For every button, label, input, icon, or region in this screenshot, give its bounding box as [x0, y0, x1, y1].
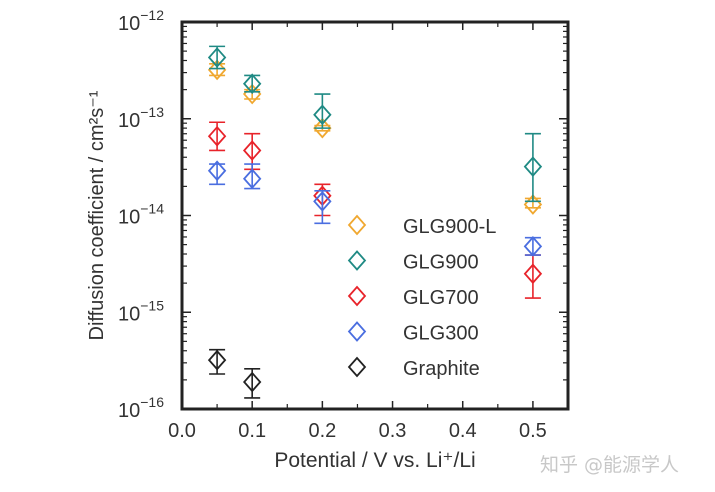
data-point-graphite [207, 349, 227, 371]
x-tick-label: 0.2 [308, 420, 336, 442]
data-point-glg900 [313, 104, 332, 126]
legend-label: GLG900 [403, 252, 479, 274]
watermark: 知乎 @能源学人 [540, 454, 680, 476]
data-point-glg300 [242, 168, 262, 190]
data-point-glg900-l [207, 59, 227, 81]
legend-label: GLG300 [403, 323, 479, 345]
x-tick-label: 0.3 [379, 420, 407, 442]
data-point-glg300 [523, 235, 543, 257]
y-tick-label: 10−13 [118, 104, 164, 132]
data-point-glg900 [207, 47, 227, 68]
legend-marker [347, 321, 367, 342]
legend-marker [347, 356, 367, 378]
plot-frame [180, 20, 570, 411]
data-point-graphite [242, 371, 262, 393]
y-tick-label: 10−16 [118, 394, 164, 422]
x-tick-label: 0.0 [168, 420, 196, 442]
y-tick-label: 10−12 [118, 7, 164, 35]
legend-marker [347, 214, 367, 236]
data-point-glg300 [207, 160, 227, 182]
legend-marker [347, 285, 367, 307]
data-point-glg700 [523, 263, 543, 285]
x-axis-label: Potential / V vs. Li⁺/Li [274, 449, 475, 472]
legend-label: GLG700 [403, 287, 479, 309]
data-point-glg900-l [313, 117, 332, 139]
data-point-glg300 [313, 191, 332, 212]
legend-label: Graphite [403, 358, 480, 380]
y-axis-label: Diffusion coefficient / cm²s⁻¹ [86, 90, 108, 340]
data-point-glg900 [242, 73, 262, 95]
y-tick-label: 10−14 [118, 201, 164, 229]
legend-marker [347, 250, 367, 271]
data-point-glg900 [523, 156, 543, 177]
x-tick-label: 0.5 [519, 420, 547, 442]
legend-label: GLG900-L [403, 216, 496, 238]
x-tick-label: 0.1 [238, 420, 266, 442]
x-tick-label: 0.4 [449, 420, 477, 442]
data-point-glg700 [242, 140, 262, 161]
data-point-glg700 [207, 125, 227, 147]
y-tick-label: 10−15 [118, 297, 164, 325]
